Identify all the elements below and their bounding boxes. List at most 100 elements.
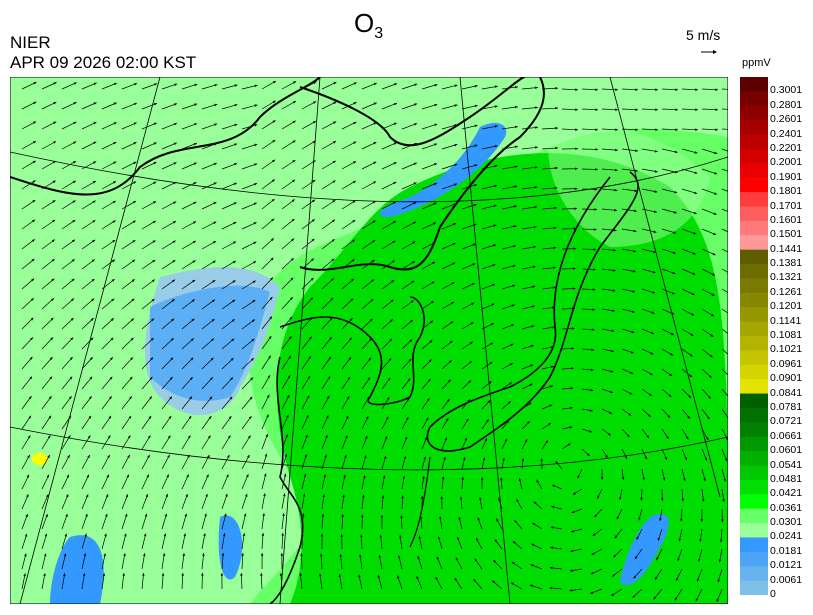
wind-arrow-head: [441, 476, 445, 480]
ozone-map[interactable]: [10, 77, 728, 604]
wind-arrow: [320, 533, 324, 550]
wind-arrow-head: [321, 513, 325, 517]
wind-arrow: [101, 494, 109, 510]
wind-arrow: [21, 356, 33, 370]
wind-arrow: [141, 201, 157, 210]
wind-arrow-head: [464, 437, 467, 441]
wind-arrow: [681, 328, 694, 337]
wind-arrow-head: [486, 419, 489, 423]
wind-arrow-head: [391, 260, 395, 264]
wind-arrow: [681, 148, 698, 154]
wind-arrow: [381, 455, 387, 470]
wind-arrow-head: [132, 240, 136, 243]
wind-arrow: [461, 476, 464, 490]
wind-arrow: [420, 495, 424, 510]
wind-arrow: [261, 120, 276, 130]
wind-arrow: [581, 308, 595, 311]
wind-arrow-head: [694, 151, 698, 154]
wind-arrow-head: [191, 318, 195, 322]
wind-arrow-head: [28, 396, 32, 400]
wind-arrow: [301, 219, 315, 230]
wind-arrow: [461, 380, 472, 390]
wind-arrow: [241, 182, 258, 190]
wind-arrow-head: [109, 396, 112, 400]
wind-arrow: [161, 259, 176, 270]
wind-arrow-head: [678, 538, 682, 542]
wind-arrow: [381, 142, 397, 150]
wind-arrow: [201, 201, 217, 210]
wind-arrow-head: [711, 293, 715, 296]
wind-arrow: [241, 143, 258, 150]
wind-arrow-head: [695, 108, 698, 111]
wind-arrow: [601, 148, 618, 152]
colorbar-swatch: [740, 407, 768, 423]
wind-arrow-head: [570, 406, 573, 410]
wind-arrow-head: [453, 223, 457, 226]
wind-arrow: [61, 376, 73, 390]
wind-arrow: [361, 259, 375, 270]
wind-arrow: [481, 361, 493, 370]
wind-arrow-head: [92, 181, 96, 184]
wind-arrow: [481, 322, 494, 330]
wind-arrow: [570, 548, 583, 553]
wind-arrow: [281, 434, 288, 450]
wind-arrow-head: [113, 82, 117, 86]
wind-arrow: [301, 414, 309, 430]
wind-arrow-head: [72, 180, 76, 184]
wind-arrow-head: [172, 260, 176, 263]
wind-arrow: [161, 103, 178, 110]
wind-arrow: [41, 160, 57, 170]
wind-arrow: [621, 428, 630, 438]
colorbar-label: 0.1441: [770, 242, 803, 255]
wind-arrow-head: [440, 496, 444, 499]
wind-arrow: [141, 513, 148, 530]
wind-arrow-head: [194, 103, 198, 106]
colorbar-label: 0.2601: [770, 113, 803, 126]
colorbar-swatch: [740, 551, 768, 567]
wind-arrow: [281, 414, 289, 430]
wind-arrow-head: [414, 123, 418, 126]
wind-arrow-head: [310, 297, 314, 301]
wind-arrow: [61, 298, 75, 310]
wind-arrow-head: [353, 82, 357, 85]
wind-arrow-head: [533, 245, 537, 249]
wind-arrow: [401, 241, 416, 250]
wind-arrow-head: [172, 221, 176, 224]
wind-arrow-head: [133, 102, 137, 106]
wind-arrow: [41, 533, 48, 550]
wind-arrow-head: [696, 578, 700, 582]
wind-arrow-head: [313, 81, 317, 85]
wind-arrow: [461, 302, 475, 310]
wind-arrow: [421, 123, 438, 130]
wind-arrow-head: [533, 501, 537, 505]
wind-arrow-head: [454, 183, 458, 186]
wind-arrow: [221, 104, 238, 110]
colorbar-swatch: [740, 523, 768, 538]
wind-arrow-head: [253, 202, 257, 206]
wind-arrow: [101, 161, 117, 170]
wind-arrow: [501, 245, 517, 250]
wind-arrow-head: [152, 259, 156, 263]
wind-arrow: [721, 288, 728, 294]
colorbar-label: 0.1701: [770, 199, 803, 212]
wind-arrow-head: [640, 497, 643, 501]
wind-arrow: [461, 282, 475, 290]
wind-arrow: [510, 582, 523, 590]
wind-arrow-head: [299, 573, 302, 576]
wind-arrow: [221, 163, 238, 170]
wind-arrow-head: [670, 332, 674, 335]
wind-arrow: [301, 277, 314, 290]
wind-arrow: [661, 248, 676, 254]
wind-arrow: [121, 279, 135, 290]
wind-arrow: [661, 228, 677, 234]
wind-arrow: [701, 268, 716, 276]
colorbar-swatch: [740, 465, 768, 481]
wind-arrow-head: [534, 205, 537, 209]
wind-arrow-head: [46, 494, 49, 498]
wind-arrow-head: [365, 416, 369, 420]
wind-arrow: [701, 428, 709, 441]
wind-arrow: [141, 337, 154, 350]
wind-arrow-head: [288, 336, 292, 340]
wind-arrow: [121, 102, 137, 110]
wind-arrow: [81, 573, 86, 590]
